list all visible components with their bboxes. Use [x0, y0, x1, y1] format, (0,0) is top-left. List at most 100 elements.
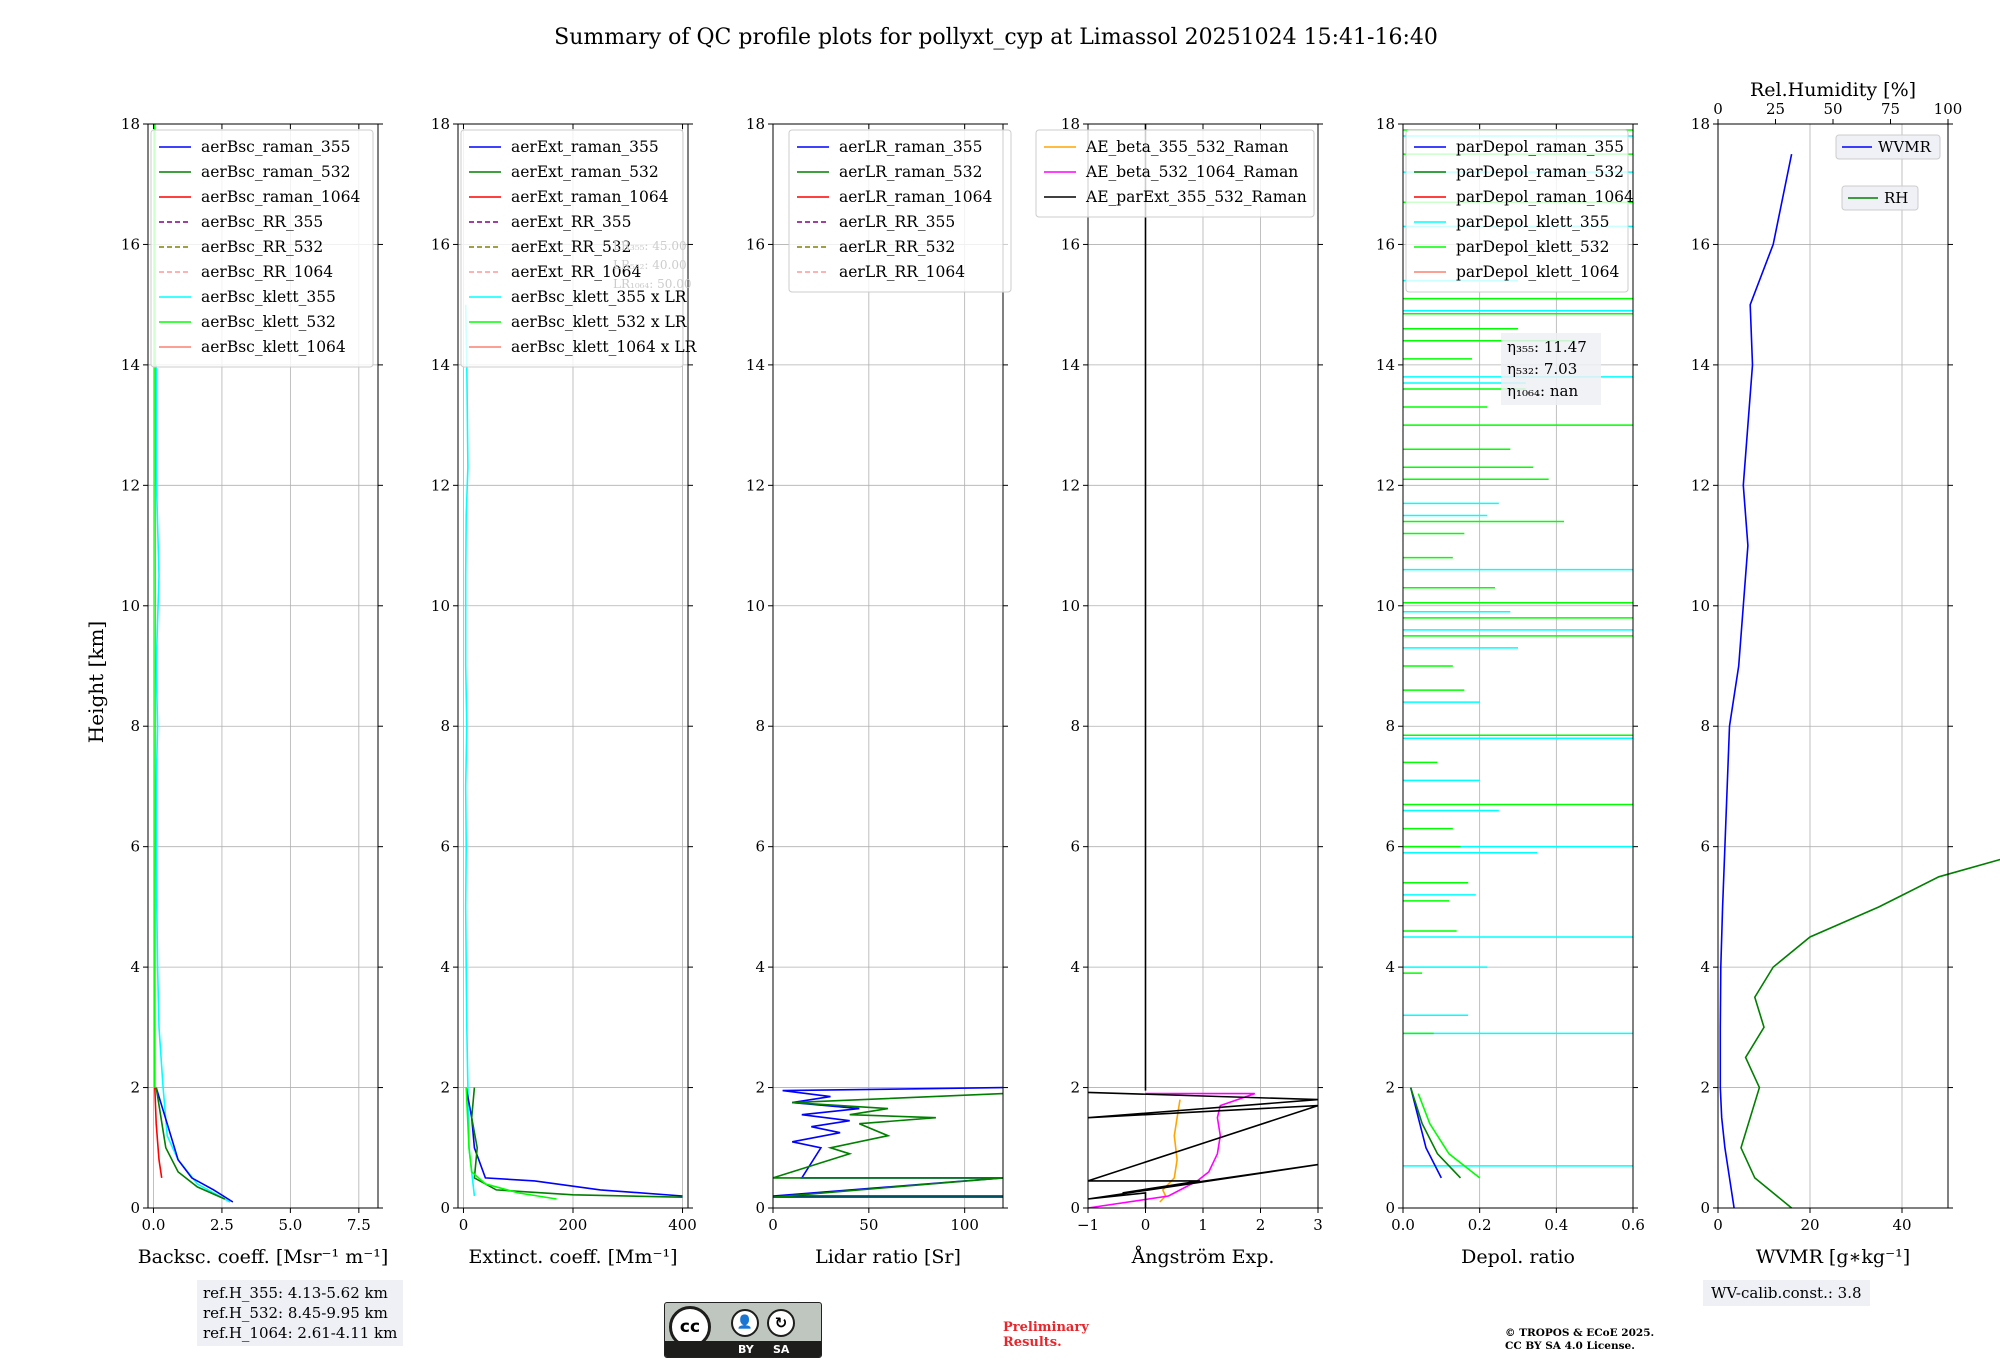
preliminary-line-1: Preliminary	[1003, 1320, 1089, 1335]
series-line	[1417, 1093, 1481, 1179]
y-tick-label: 14	[1376, 356, 1395, 374]
preliminary-note: Preliminary Results.	[1003, 1320, 1089, 1350]
legend-box	[1835, 134, 1941, 160]
y-tick-label: 12	[431, 476, 450, 494]
y-tick-label: 18	[1691, 115, 1710, 133]
y-tick-label: 8	[440, 717, 450, 735]
legend-label: parDepol_raman_355	[1456, 138, 1624, 156]
y-tick-label: 14	[1061, 356, 1080, 374]
y-tick-label: 10	[121, 597, 140, 615]
x-tick-label: 2	[1256, 1216, 1266, 1234]
y-tick-label: 12	[121, 476, 140, 494]
y-tick-label: 4	[440, 958, 450, 976]
cc-by-sa-badge: cc 👤 ↻ BY SA	[664, 1302, 822, 1358]
series-line	[154, 1087, 163, 1179]
legend-label: AE_beta_532_1064_Raman	[1085, 163, 1298, 181]
axes-frame	[147, 123, 379, 1209]
legend-label: parDepol_raman_532	[1456, 163, 1624, 181]
legend-box	[788, 129, 1012, 293]
x-tick-label: 0	[459, 1216, 469, 1234]
series-line	[1159, 1099, 1181, 1203]
legend-label: aerExt_raman_532	[511, 163, 659, 181]
y-tick-label: 6	[130, 838, 140, 856]
legend-label: parDepol_klett_1064	[1456, 263, 1619, 281]
y-tick-label: 8	[130, 717, 140, 735]
annotation-text: η₁₀₆₄: nan	[1507, 382, 1578, 400]
legend-label: aerBsc_klett_532	[201, 313, 336, 331]
chart-panel-3: 0 2 4 6 8 10 12 14 16 18 0 50 100 Lidar ratio [Sr] aer…	[746, 115, 1012, 1268]
legend-label: aerExt_raman_1064	[511, 188, 669, 206]
preliminary-line-2: Results.	[1003, 1335, 1062, 1350]
reference-height-box: ref.H_355: 4.13-5.62 km ref.H_532: 8.45-…	[197, 1280, 404, 1346]
series-line	[470, 1087, 683, 1198]
legend-box	[1035, 129, 1315, 218]
legend-label: aerBsc_klett_355	[201, 288, 336, 306]
copyright-line-1: © TROPOS & ECoE 2025.	[1505, 1327, 1655, 1339]
copyright-line-2: CC BY SA 4.0 License.	[1505, 1340, 1635, 1352]
annotation-text: LR₁₀₆₄: 50.00	[613, 277, 691, 291]
legend-label: aerLR_raman_1064	[839, 188, 992, 206]
x-tick-label: 0.0	[1391, 1216, 1415, 1234]
share-alike-icon: ↻	[767, 1309, 795, 1337]
legend: AE_beta_355_532_Raman AE_beta_532_1064_Ra…	[1035, 129, 1315, 218]
ref-height-355: ref.H_355: 4.13-5.62 km	[203, 1284, 388, 1302]
copyright-note: © TROPOS & ECoE 2025. CC BY SA 4.0 Licen…	[1505, 1327, 1654, 1353]
y-tick-label: 16	[1691, 235, 1710, 253]
annotation-text: LR₅₃₂: 40.00	[613, 258, 687, 272]
x-tick-label: 0.0	[142, 1216, 166, 1234]
legend-label: aerLR_RR_532	[839, 238, 955, 256]
legend-label: parDepol_klett_532	[1456, 238, 1609, 256]
legend-label: aerBsc_RR_355	[201, 213, 323, 231]
series-line	[1087, 1091, 1319, 1208]
y-tick-label: 6	[1700, 838, 1710, 856]
series-line	[1719, 153, 1793, 1209]
y-tick-label: 16	[431, 235, 450, 253]
legend: aerBsc_raman_355 aerBsc_raman_532 aerBsc_r…	[150, 129, 374, 368]
y-tick-label: 18	[431, 115, 450, 133]
y-tick-label: 16	[121, 235, 140, 253]
y-tick-label: 0	[440, 1199, 450, 1217]
y-tick-label: 6	[1070, 838, 1080, 856]
y-tick-label: 16	[1061, 235, 1080, 253]
x-tick-label: 0.2	[1468, 1216, 1492, 1234]
x-tick-label: 3	[1313, 1216, 1323, 1234]
x-axis-label: Lidar ratio [Sr]	[815, 1246, 961, 1268]
y-tick-label: 12	[746, 476, 765, 494]
x-tick-label: 100	[950, 1216, 979, 1234]
series-line	[155, 364, 231, 1203]
x-tick-label: −1	[1077, 1216, 1099, 1234]
series-line	[1087, 1092, 1256, 1209]
y-tick-label: 2	[1070, 1079, 1080, 1097]
annotation-text: η₃₅₅: 11.47	[1507, 338, 1587, 356]
chart-panel-1: 0 2 4 6 8 10 12 14 16 18 0.0 2.5 5.0 7.5 Backsc. coeff…	[121, 115, 388, 1268]
ref-height-532: ref.H_532: 8.45-9.95 km	[203, 1304, 388, 1322]
series-line	[1409, 1087, 1443, 1179]
y-tick-label: 10	[431, 597, 450, 615]
y-tick-label: 6	[1385, 838, 1395, 856]
annotation-text: LR₃₅₅: 45.00	[613, 239, 687, 253]
series-line	[1740, 858, 2000, 1209]
y-tick-label: 10	[1691, 597, 1710, 615]
badge-by-label: BY	[738, 1343, 754, 1356]
x-tick-label: 20	[1800, 1216, 1819, 1234]
legend: parDepol_raman_355 parDepol_raman_532 parD…	[1405, 129, 1634, 293]
annotation-box: LR₃₅₅: 45.00 LR₅₃₂: 40.00 LR₁₀₆₄: 50.00	[613, 239, 691, 291]
y-tick-label: 12	[1691, 476, 1710, 494]
y-tick-label: 4	[130, 958, 140, 976]
legend: WVMR RH	[1835, 134, 1941, 211]
x-tick-label: 40	[1892, 1216, 1911, 1234]
x-tick-label: 0.4	[1544, 1216, 1568, 1234]
y-tick-label: 8	[1385, 717, 1395, 735]
y-tick-label: 6	[755, 838, 765, 856]
x-axis-label: Backsc. coeff. [Msr⁻¹ m⁻¹]	[138, 1246, 389, 1268]
legend-label: aerLR_RR_355	[839, 213, 955, 231]
y-tick-label: 14	[746, 356, 765, 374]
y-tick-label: 0	[1700, 1199, 1710, 1217]
y-tick-label: 8	[755, 717, 765, 735]
legend-label: aerBsc_klett_532 x LR	[511, 313, 688, 331]
y-tick-label: 14	[431, 356, 450, 374]
legend-box	[1841, 185, 1919, 211]
x2-tick-label: 75	[1881, 100, 1900, 118]
y-tick-label: 6	[440, 838, 450, 856]
